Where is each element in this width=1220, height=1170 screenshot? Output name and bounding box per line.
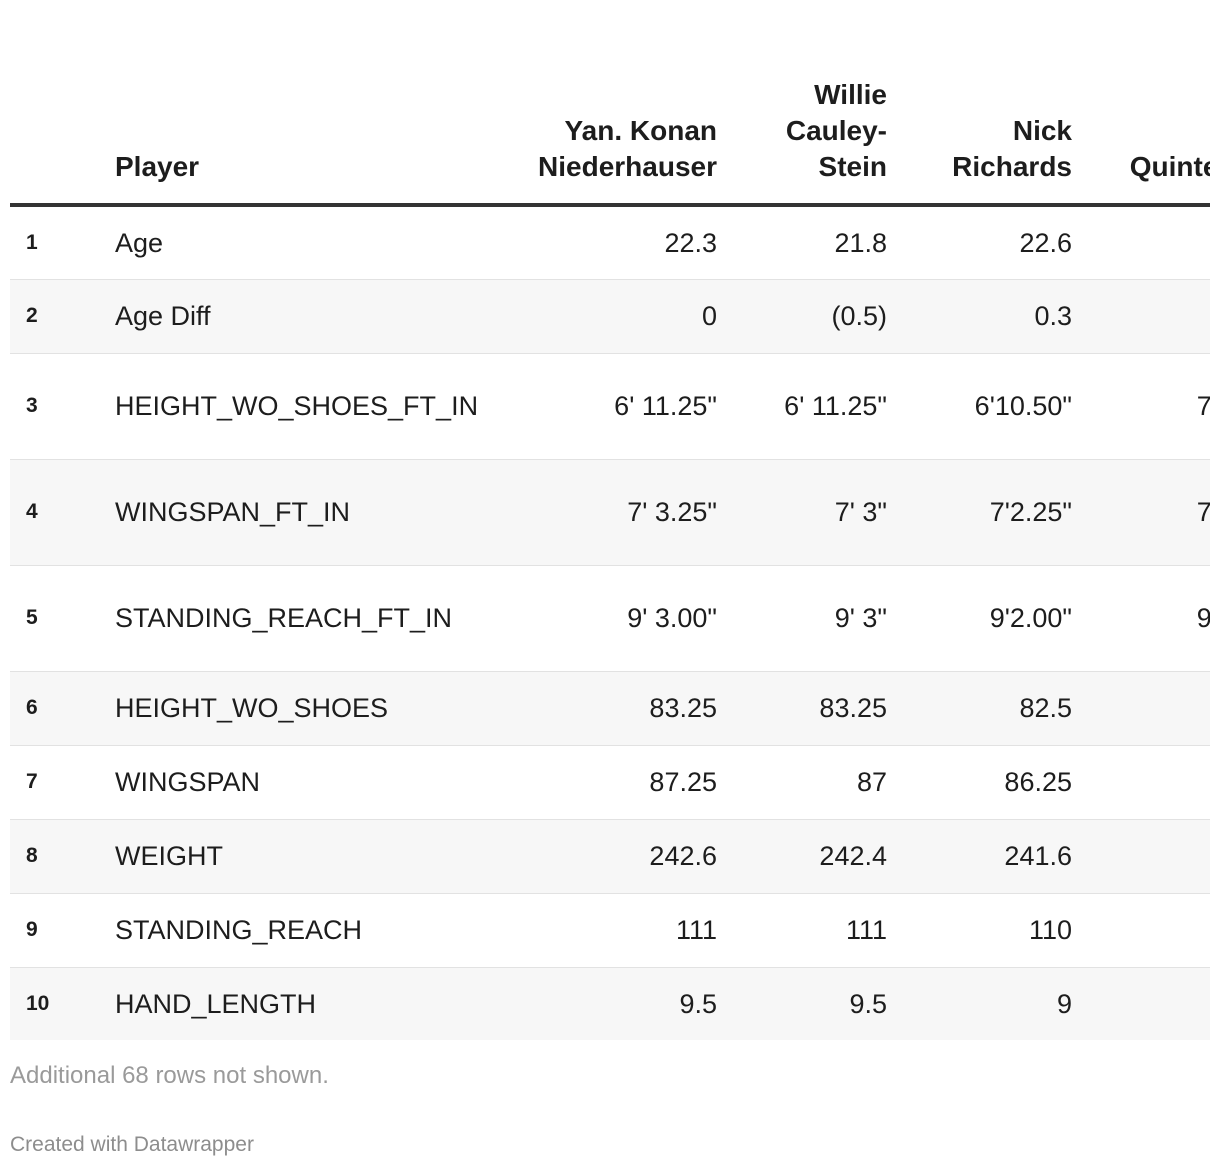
table-cell-value: (0.5) bbox=[725, 279, 895, 354]
row-label: WINGSPAN bbox=[115, 745, 515, 820]
table-cell-value: 82.5 bbox=[895, 671, 1080, 746]
row-label: WINGSPAN_FT_IN bbox=[115, 459, 515, 566]
header-row: Player Yan. Konan Niederhauser Willie Ca… bbox=[10, 0, 1210, 207]
table-cell-value: 0.3 bbox=[895, 279, 1080, 354]
table-cell-value: 241.6 bbox=[895, 819, 1080, 894]
table-cell-value: 7'2.25" bbox=[895, 459, 1080, 566]
row-index: 8 bbox=[10, 819, 115, 894]
table-cell-value: 110 bbox=[895, 893, 1080, 968]
column-header-player-4[interactable]: Quinte Po bbox=[1080, 0, 1210, 207]
data-table-container: Player Yan. Konan Niederhauser Willie Ca… bbox=[10, 0, 1210, 1040]
table-cell-value: 9' 3" bbox=[725, 565, 895, 672]
row-index: 3 bbox=[10, 353, 115, 460]
row-label: HEIGHT_WO_SHOES_FT_IN bbox=[115, 353, 515, 460]
row-label: STANDING_REACH_FT_IN bbox=[115, 565, 515, 672]
table-cell-value: 9.5 bbox=[725, 967, 895, 1040]
column-header-player-2[interactable]: Willie Cauley-Stein bbox=[725, 0, 895, 207]
table-row: 3 HEIGHT_WO_SHOES_FT_IN 6' 11.25" 6' 11.25"… bbox=[10, 353, 1210, 460]
table-cell-value: 8 bbox=[1080, 671, 1210, 746]
table-cell-value: 87.25 bbox=[515, 745, 725, 820]
data-table: Player Yan. Konan Niederhauser Willie Ca… bbox=[10, 0, 1210, 1040]
table-cell-value: 1 bbox=[1080, 279, 1210, 354]
table-cell-value: 86 bbox=[1080, 745, 1210, 820]
table-cell-value: 9.5 bbox=[515, 967, 725, 1040]
table-cell-value: 6' 11.25" bbox=[515, 353, 725, 460]
row-index: 2 bbox=[10, 279, 115, 354]
table-cell-value: 242.6 bbox=[515, 819, 725, 894]
table-cell-value: 83.25 bbox=[725, 671, 895, 746]
table-cell-value: 9 bbox=[895, 967, 1080, 1040]
table-cell-value: 9.2 bbox=[1080, 967, 1210, 1040]
table-cell-value: 111 bbox=[725, 893, 895, 968]
row-label: WEIGHT bbox=[115, 819, 515, 894]
row-label: HEIGHT_WO_SHOES bbox=[115, 671, 515, 746]
column-header-player-1[interactable]: Yan. Konan Niederhauser bbox=[515, 0, 725, 207]
table-cell-value: 9'2.00" bbox=[895, 565, 1080, 672]
table-cell-value: 6' 11.25" bbox=[725, 353, 895, 460]
table-cell-value: 87 bbox=[725, 745, 895, 820]
table-cell-value: 7' 2.5 bbox=[1080, 459, 1210, 566]
table-cell-value: 244 bbox=[1080, 819, 1210, 894]
table-cell-value: 7' 3" bbox=[725, 459, 895, 566]
row-label: Age bbox=[115, 205, 515, 280]
table-cell-value: 0 bbox=[515, 279, 725, 354]
table-cell-value: 86.25 bbox=[895, 745, 1080, 820]
table-cell-value: 22.3 bbox=[515, 205, 725, 280]
table-cell-value: 9' 4.0 bbox=[1080, 565, 1210, 672]
table-cell-value: 111 bbox=[515, 893, 725, 968]
table-cell-value: 242.4 bbox=[725, 819, 895, 894]
row-index: 4 bbox=[10, 459, 115, 566]
table-cell-value: 11 bbox=[1080, 893, 1210, 968]
row-index: 5 bbox=[10, 565, 115, 672]
table-cell-value: 22.6 bbox=[895, 205, 1080, 280]
row-index: 6 bbox=[10, 671, 115, 746]
row-label: Age Diff bbox=[115, 279, 515, 354]
table-cell-value: 6'10.50" bbox=[895, 353, 1080, 460]
table-cell-value: 83.25 bbox=[515, 671, 725, 746]
column-header-player-3[interactable]: Nick Richards bbox=[895, 0, 1080, 207]
credit-link[interactable]: Created with Datawrapper bbox=[10, 1133, 254, 1156]
row-label: HAND_LENGTH bbox=[115, 967, 515, 1040]
column-header-index bbox=[10, 0, 115, 207]
table-cell-value: 9' 3.00" bbox=[515, 565, 725, 672]
footnote: Additional 68 rows not shown. bbox=[10, 1062, 329, 1089]
row-label: STANDING_REACH bbox=[115, 893, 515, 968]
table-row: 5 STANDING_REACH_FT_IN 9' 3.00" 9' 3" 9'2.00… bbox=[10, 565, 1210, 672]
table-cell-value: 24 bbox=[1080, 205, 1210, 280]
column-header-player[interactable]: Player bbox=[115, 0, 515, 207]
table-cell-value: 7' 3.25" bbox=[515, 459, 725, 566]
table-cell-value: 21.8 bbox=[725, 205, 895, 280]
row-index: 1 bbox=[10, 205, 115, 280]
row-index: 9 bbox=[10, 893, 115, 968]
row-index: 10 bbox=[10, 967, 115, 1040]
table-cell-value: 7' 0.0 bbox=[1080, 353, 1210, 460]
row-index: 7 bbox=[10, 745, 115, 820]
